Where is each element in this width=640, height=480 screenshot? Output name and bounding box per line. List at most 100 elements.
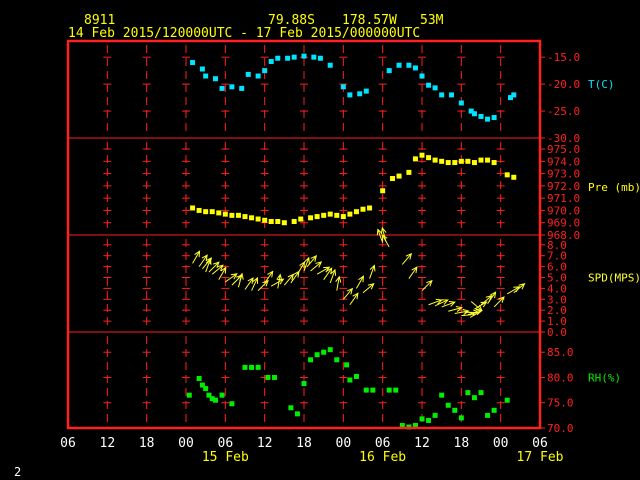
y-tick-label: 3.0 <box>547 293 567 306</box>
data-point-pres <box>491 160 497 166</box>
x-tick-label: 12 <box>257 436 273 451</box>
data-point-temp <box>291 54 297 60</box>
data-point-temp <box>229 84 235 90</box>
data-point-pres <box>478 157 484 163</box>
x-tick-label: 06 <box>375 436 391 451</box>
data-point-temp <box>478 113 484 119</box>
wind-arrow <box>218 266 227 280</box>
data-point-pres <box>452 160 458 166</box>
wind-arrow <box>356 275 365 289</box>
data-point-rh <box>301 381 307 387</box>
x-date-label: 17 Feb <box>517 450 564 465</box>
y-tick-label: 70.0 <box>547 422 574 435</box>
data-point-temp <box>363 88 369 94</box>
x-tick-label: 18 <box>454 436 470 451</box>
data-point-pres <box>419 152 425 158</box>
y-tick-label: 2.0 <box>547 304 567 317</box>
data-point-rh <box>471 395 477 401</box>
y-tick-label: -15.0 <box>547 51 580 64</box>
data-point-rh <box>242 364 248 370</box>
station-latitude: 79.88S <box>268 13 315 28</box>
data-point-rh <box>485 412 491 418</box>
data-point-pres <box>360 206 366 212</box>
y-tick-label: 75.0 <box>547 397 574 410</box>
data-point-temp <box>311 54 317 60</box>
station-longitude: 178.57W <box>342 13 397 28</box>
data-point-pres <box>216 210 222 216</box>
wind-arrow <box>349 292 359 306</box>
x-tick-label: 00 <box>493 436 509 451</box>
y-tick-label: 968.0 <box>547 229 580 242</box>
data-point-rh <box>458 415 464 421</box>
wind-arrow <box>342 287 354 300</box>
wind-arrow <box>276 273 283 289</box>
wind-arrow <box>251 276 259 291</box>
data-point-pres <box>314 214 320 220</box>
data-point-rh <box>353 373 359 379</box>
wind-arrow <box>493 296 505 308</box>
data-point-rh <box>504 397 510 403</box>
data-point-rh <box>370 387 376 393</box>
wind-arrow <box>329 268 337 284</box>
data-point-rh <box>412 422 418 428</box>
wind-arrow <box>421 279 433 291</box>
wind-arrow <box>323 267 333 280</box>
x-tick-label: 06 <box>60 436 76 451</box>
wind-arrow <box>428 298 443 306</box>
data-point-pres <box>426 155 432 161</box>
data-point-temp <box>275 55 281 61</box>
data-point-rh <box>386 387 392 393</box>
data-point-pres <box>275 218 281 224</box>
data-point-pres <box>390 176 395 182</box>
data-point-temp <box>419 73 425 79</box>
data-point-temp <box>508 95 513 101</box>
panel-temp: -15.0 -20.0 -25.0 -30.0 T(C) <box>190 51 615 145</box>
data-point-pres <box>298 216 304 222</box>
x-tick-label: 18 <box>139 436 155 451</box>
data-point-rh <box>439 392 445 398</box>
data-point-pres <box>334 212 340 218</box>
wind-arrow <box>470 301 483 312</box>
wind-arrow <box>448 306 463 312</box>
data-point-pres <box>353 209 359 215</box>
data-point-temp <box>203 73 209 79</box>
data-point-rh <box>288 405 294 411</box>
data-point-rh <box>219 392 225 398</box>
data-point-temp <box>485 116 491 122</box>
series-label-temp: T(C) <box>588 78 615 91</box>
data-point-pres <box>406 169 412 175</box>
data-point-temp <box>239 85 245 91</box>
data-point-temp <box>340 84 346 90</box>
y-tick-label: 974.0 <box>547 155 580 168</box>
wind-arrow <box>297 261 306 275</box>
y-tick-label: -30.0 <box>547 132 580 145</box>
data-point-pres <box>396 173 402 179</box>
wind-arrow <box>257 279 269 291</box>
x-tick-label: 00 <box>178 436 194 451</box>
data-point-pres <box>471 160 477 166</box>
data-point-pres <box>465 158 471 164</box>
data-point-pres <box>340 214 346 220</box>
data-point-pres <box>445 160 451 166</box>
data-point-pres <box>327 211 333 217</box>
wind-arrow <box>381 233 390 248</box>
chart-panels: -15.0-20.0-25.0-30.0T(C)975.0974.0973.09… <box>186 51 640 435</box>
y-tick-label: 972.0 <box>547 180 580 193</box>
y-tick-label: 7.0 <box>547 250 567 263</box>
wind-arrow <box>237 272 244 288</box>
y-tick-label: 85.0 <box>547 346 574 359</box>
data-point-temp <box>347 92 353 98</box>
data-point-temp <box>468 108 474 114</box>
data-point-temp <box>268 58 274 64</box>
wind-arrow <box>506 286 521 295</box>
data-point-rh <box>294 411 300 417</box>
wind-arrow <box>369 264 376 279</box>
wind-arrow <box>310 261 323 272</box>
x-tick-label: 18 <box>296 436 312 451</box>
data-point-pres <box>504 172 510 178</box>
data-point-temp <box>327 62 333 68</box>
data-point-rh <box>255 364 261 370</box>
data-point-rh <box>249 364 255 370</box>
